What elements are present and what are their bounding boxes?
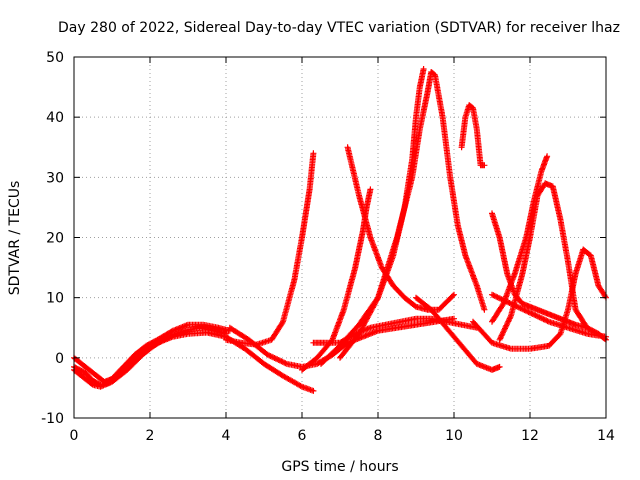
x-tick-label: 4 (222, 428, 231, 444)
series-track-12 (458, 102, 488, 169)
series-markers (413, 294, 503, 373)
x-tick-label: 12 (521, 428, 539, 444)
y-tick-label: 30 (46, 170, 64, 186)
series-track-5 (223, 333, 317, 394)
series-markers (299, 186, 374, 373)
series-track-4 (223, 150, 317, 348)
series-track-13 (413, 294, 503, 373)
y-tick-label: 20 (46, 231, 64, 247)
data-markers (71, 66, 609, 394)
series-markers (223, 150, 317, 348)
series-track-11 (337, 69, 488, 361)
x-tick-label: 8 (374, 428, 383, 444)
y-axis-label: SDTVAR / TECUs (7, 181, 23, 296)
axis-ticks: 0 2 4 6 8 10 12 14 -10 0 10 20 30 40 50 (41, 50, 615, 444)
x-tick-label: 6 (298, 428, 307, 444)
series-track-9 (299, 186, 374, 373)
series-markers (223, 333, 317, 394)
x-tick-label: 0 (70, 428, 79, 444)
series-track-16 (489, 153, 551, 325)
y-tick-label: 10 (46, 291, 64, 307)
series-track-14 (489, 210, 590, 331)
chart-title: Day 280 of 2022, Sidereal Day-to-day VTE… (58, 20, 620, 36)
y-tick-label: 0 (55, 351, 64, 367)
y-tick-label: 40 (46, 110, 64, 126)
x-tick-label: 2 (146, 428, 155, 444)
y-tick-label: 50 (46, 50, 64, 66)
y-tick-label: -10 (41, 411, 64, 427)
x-tick-label: 14 (597, 428, 615, 444)
series-markers (489, 153, 551, 325)
series-markers (489, 291, 609, 340)
x-axis-label: GPS time / hours (281, 459, 398, 475)
series-markers (337, 69, 488, 361)
series-markers (489, 210, 590, 331)
x-tick-label: 10 (445, 428, 463, 444)
series-markers (458, 102, 488, 169)
series-track-18 (489, 291, 609, 340)
